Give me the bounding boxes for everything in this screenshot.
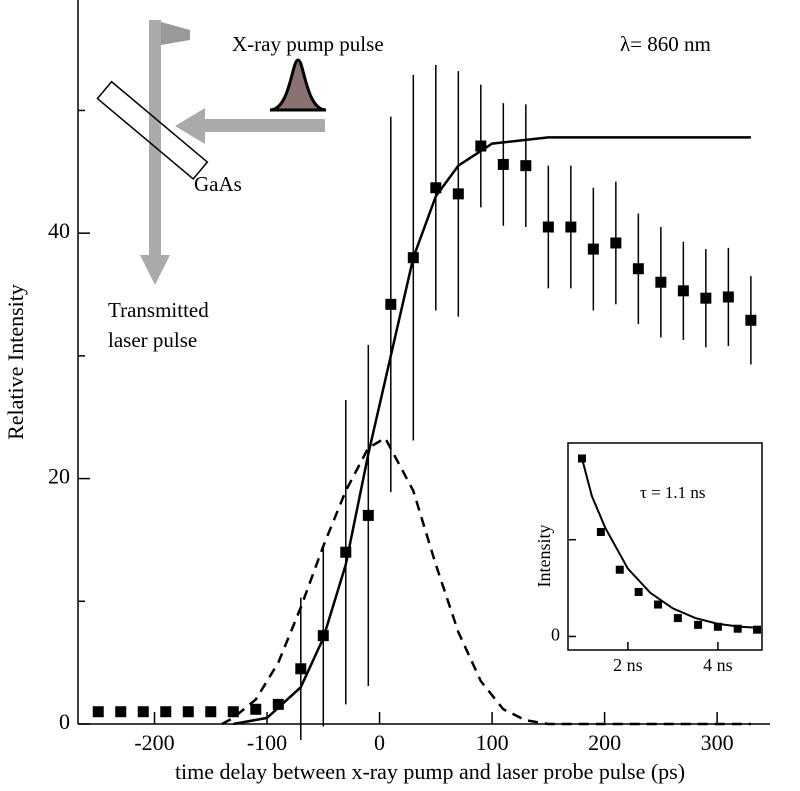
data-point (733, 624, 742, 633)
fit-curve (233, 136, 751, 726)
y-tick-label: 20 (48, 464, 70, 489)
data-point (677, 285, 689, 297)
data-point (160, 706, 172, 718)
data-point (673, 614, 682, 623)
data-point (92, 706, 104, 718)
x-tick-label: 200 (588, 730, 621, 755)
annotation: X-ray pump pulse (232, 32, 384, 56)
data-point (654, 600, 663, 609)
data-point (205, 706, 217, 718)
setup-diagram (96, 20, 327, 285)
xray-beam (200, 119, 325, 132)
data-point (475, 140, 487, 152)
x-tick-label: -200 (134, 730, 174, 755)
data-point (753, 625, 762, 634)
annotation: λ= 860 nm (620, 32, 711, 56)
x-tick-label: 0 (374, 730, 385, 755)
data-point (115, 706, 127, 718)
xray-arrowhead (175, 108, 205, 144)
x-axis-label: time delay between x-ray pump and laser … (175, 759, 685, 784)
y-tick-label: 40 (48, 218, 70, 243)
laser-beam (149, 20, 161, 260)
data-point (615, 565, 624, 574)
data-point (632, 263, 644, 275)
data-point (587, 243, 599, 255)
data-point (340, 546, 352, 558)
gaas-plate (96, 80, 209, 180)
fit-curve (581, 458, 759, 629)
x-tick-label: 2 ns (613, 655, 643, 675)
data-point (520, 160, 532, 172)
annotation: laser pulse (108, 328, 197, 352)
data-point (272, 698, 284, 710)
data-point (137, 706, 149, 718)
data-point (227, 706, 239, 718)
data-point (497, 158, 509, 170)
x-tick-label: 300 (701, 730, 734, 755)
data-point (542, 221, 554, 233)
data-point (610, 237, 622, 249)
data-point (713, 622, 722, 631)
beam-flag (161, 22, 190, 45)
data-point (250, 703, 262, 715)
data-point (452, 188, 464, 200)
beam-arrowhead (140, 255, 170, 285)
pump-pulse (269, 58, 327, 112)
data-point (577, 454, 586, 463)
y-tick-label: 0 (59, 709, 70, 734)
data-point (700, 292, 712, 304)
y-axis-label: Intensity (534, 525, 554, 588)
data-point (722, 291, 734, 303)
data-point (694, 620, 703, 629)
data-point (745, 314, 757, 326)
data-point (596, 527, 605, 536)
data-point (430, 182, 442, 194)
data-point (565, 221, 577, 233)
annotation: Transmitted (108, 298, 209, 322)
annotation: τ = 1.1 ns (640, 483, 706, 502)
data-point (634, 587, 643, 596)
annotation: GaAs (194, 172, 242, 196)
x-tick-label: 100 (476, 730, 509, 755)
data-point (655, 276, 667, 288)
x-tick-label: 4 ns (703, 655, 733, 675)
data-point (182, 706, 194, 718)
pulse-curve (221, 436, 751, 726)
x-tick-label: -100 (247, 730, 287, 755)
data-point (385, 298, 397, 310)
inset-frame (567, 442, 763, 651)
data-point (295, 663, 307, 675)
y-tick-label: 0 (551, 625, 560, 645)
data-point (362, 509, 374, 521)
y-axis-label: Relative Intensity (3, 284, 28, 440)
